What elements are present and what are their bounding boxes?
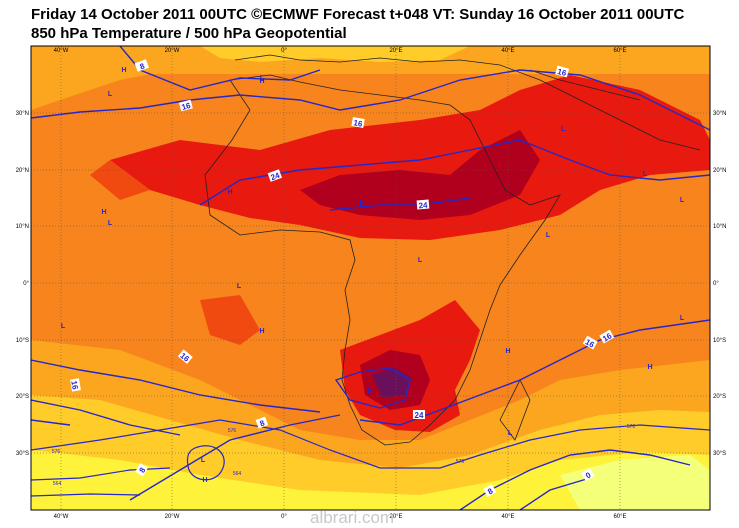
contour-label: 16 xyxy=(556,67,567,78)
high-pressure-center: H xyxy=(259,78,264,85)
lon-label: 40°W xyxy=(54,48,69,54)
high-pressure-center: H xyxy=(647,364,652,371)
contour-label: 576 xyxy=(228,428,237,434)
temp-field-dark-red-sahara xyxy=(300,130,540,220)
lon-label: 0° xyxy=(281,48,287,54)
pressure-centers: H H H H H H H H H H xyxy=(101,67,652,484)
low-pressure-center: L xyxy=(201,457,206,464)
lat-label: 20°S xyxy=(16,394,29,400)
lon-label: 40°E xyxy=(501,514,514,520)
high-pressure-center: H xyxy=(367,388,372,395)
lat-label: 30°S xyxy=(713,451,726,457)
graticule xyxy=(31,46,710,510)
low-pressure-center: L xyxy=(108,220,113,227)
lon-label: 20°W xyxy=(165,514,180,520)
high-pressure-center: H xyxy=(121,67,126,74)
lat-label: 0° xyxy=(713,281,719,287)
high-pressure-center: H xyxy=(259,328,264,335)
contour-label: 564 xyxy=(53,481,62,487)
lon-label: 0° xyxy=(281,514,287,520)
contour-label: 16 xyxy=(353,118,364,129)
low-pressure-center: L xyxy=(260,75,265,82)
low-pressure-center: L xyxy=(680,315,685,322)
lat-label: 10°N xyxy=(16,224,29,230)
watermark: albrari.com xyxy=(310,508,395,527)
temp-field-red-orange-edge xyxy=(90,160,150,200)
lon-label: 60°E xyxy=(613,514,626,520)
temp-field-yellow-northwest xyxy=(31,46,190,110)
lon-label: 60°E xyxy=(613,48,626,54)
temp-field-pale-yellow-southeast xyxy=(560,455,710,510)
lon-label: 40°W xyxy=(54,514,69,520)
high-pressure-center: H xyxy=(202,477,207,484)
lat-label: 10°S xyxy=(16,338,29,344)
lat-label: 30°S xyxy=(16,451,29,457)
lon-label: 20°W xyxy=(165,48,180,54)
high-pressure-center: H xyxy=(101,209,106,216)
lat-label: 30°N xyxy=(16,111,29,117)
lat-label: 10°N xyxy=(713,224,726,230)
contour-label: 16 xyxy=(181,101,192,112)
contour-label: 24 xyxy=(269,171,281,183)
contour-label: 8 xyxy=(139,61,147,71)
low-pressure-center: L xyxy=(61,323,66,330)
contour-label: 576 xyxy=(627,424,636,430)
lat-label: 20°N xyxy=(713,168,726,174)
lon-labels-top: 40°W 20°W 0° 20°E 40°E 60°E xyxy=(54,48,627,54)
lat-label: 20°S xyxy=(713,394,726,400)
contour-label: 8 xyxy=(259,418,267,428)
lat-labels-left: 30°N 20°N 10°N 0° 10°S 20°S 30°S xyxy=(16,111,30,457)
temp-field-yellow-south xyxy=(31,450,710,510)
contour-label: 24 xyxy=(418,201,428,211)
contour-label: 16 xyxy=(69,380,80,391)
contour-label: 576 xyxy=(456,459,465,465)
lat-labels-right: 30°N 20°N 10°N 0° 10°S 20°S 30°S xyxy=(713,111,726,457)
map-title: Friday 14 October 2011 00UTC ©ECMWF Fore… xyxy=(31,6,685,23)
contour-label: 8 xyxy=(137,466,147,475)
lon-label: 40°E xyxy=(501,48,514,54)
lon-label: 20°E xyxy=(389,514,402,520)
contour-label: 8 xyxy=(486,486,495,496)
low-pressure-center: L xyxy=(546,232,551,239)
low-pressure-center: L xyxy=(561,126,566,133)
high-pressure-center: H xyxy=(227,189,232,196)
lat-label: 0° xyxy=(23,281,29,287)
high-pressure-center: H xyxy=(359,200,364,207)
lon-labels-bottom: 40°W 20°W 0° 20°E 40°E 60°E xyxy=(54,514,627,520)
lat-label: 30°N xyxy=(713,111,726,117)
lat-label: 10°S xyxy=(713,338,726,344)
temp-field-red-north-africa xyxy=(110,75,710,240)
coastlines xyxy=(204,54,701,446)
lon-label: 20°E xyxy=(389,48,402,54)
low-pressure-center: L xyxy=(237,283,242,290)
temp-field-yellow-north xyxy=(200,46,470,62)
geopotential-contours xyxy=(31,419,710,497)
map-subtitle: 850 hPa Temperature / 500 hPa Geopotenti… xyxy=(31,25,347,42)
contour-label: 24 xyxy=(415,411,424,420)
low-pressure-centers: L L L L L L L L L L L L L xyxy=(61,75,685,464)
geopotential-labels: 576 576 576 576 564 564 xyxy=(52,424,636,487)
low-pressure-center: L xyxy=(643,171,648,178)
low-pressure-center: L xyxy=(680,197,685,204)
low-pressure-center: L xyxy=(108,91,113,98)
contour-label: 0 xyxy=(584,470,593,480)
contour-label: 564 xyxy=(233,471,242,477)
low-pressure-center: L xyxy=(508,430,513,437)
high-pressure-center: H xyxy=(505,348,510,355)
contour-label: 576 xyxy=(52,449,61,455)
map-frame xyxy=(30,45,711,511)
low-pressure-center: L xyxy=(418,257,423,264)
lat-label: 20°N xyxy=(16,168,29,174)
temp-field-orange-atlantic xyxy=(200,295,260,345)
